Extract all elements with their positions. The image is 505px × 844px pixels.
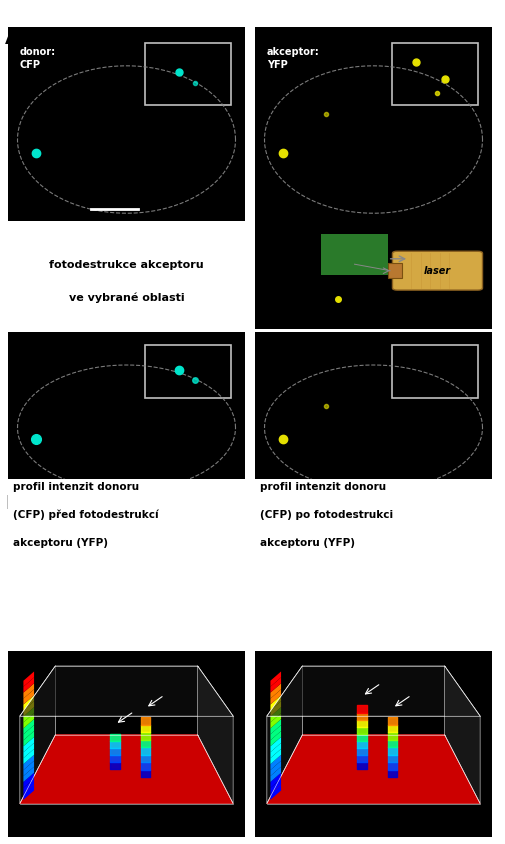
Polygon shape [270, 719, 281, 734]
Text: (CFP) před fotodestrukcí: (CFP) před fotodestrukcí [13, 509, 159, 520]
Bar [392, 346, 478, 398]
Text: profil intenzit donoru: profil intenzit donoru [260, 481, 386, 491]
Bar [388, 264, 402, 279]
Text: profil intenzit donoru: profil intenzit donoru [13, 481, 139, 491]
Polygon shape [270, 731, 281, 746]
Polygon shape [23, 719, 34, 734]
Polygon shape [267, 735, 480, 803]
Polygon shape [23, 743, 34, 758]
Bar [145, 346, 231, 398]
Bar [392, 44, 478, 106]
Text: akceptoru (YFP): akceptoru (YFP) [260, 537, 355, 547]
Polygon shape [270, 725, 281, 740]
Polygon shape [270, 672, 281, 687]
Polygon shape [23, 755, 34, 770]
Polygon shape [444, 666, 480, 803]
Polygon shape [270, 743, 281, 758]
Polygon shape [23, 767, 34, 782]
Polygon shape [23, 707, 34, 722]
Polygon shape [23, 779, 34, 794]
Polygon shape [23, 731, 34, 746]
Text: akceptor:
YFP: akceptor: YFP [267, 47, 320, 70]
Polygon shape [270, 701, 281, 717]
Polygon shape [270, 695, 281, 711]
Polygon shape [270, 690, 281, 705]
Bar [145, 44, 231, 106]
Polygon shape [267, 666, 302, 803]
Text: donor:
CFP: donor: CFP [20, 47, 56, 70]
Polygon shape [270, 678, 281, 693]
Polygon shape [20, 666, 233, 717]
Polygon shape [270, 737, 281, 752]
Text: fotodestrukce akceptoru: fotodestrukce akceptoru [49, 260, 204, 270]
Polygon shape [270, 785, 281, 800]
Polygon shape [23, 684, 34, 699]
Text: B: B [5, 493, 20, 512]
Polygon shape [23, 725, 34, 740]
Polygon shape [23, 773, 34, 788]
Polygon shape [23, 672, 34, 687]
Polygon shape [270, 684, 281, 699]
Polygon shape [20, 666, 56, 803]
Polygon shape [23, 749, 34, 764]
Polygon shape [270, 773, 281, 788]
Polygon shape [270, 755, 281, 770]
Text: akceptoru (YFP): akceptoru (YFP) [13, 537, 108, 547]
Text: A: A [5, 29, 20, 47]
Polygon shape [23, 690, 34, 705]
Polygon shape [267, 666, 480, 717]
Polygon shape [23, 678, 34, 693]
Polygon shape [23, 785, 34, 800]
FancyBboxPatch shape [392, 252, 482, 291]
Polygon shape [23, 737, 34, 752]
Polygon shape [270, 713, 281, 728]
Polygon shape [23, 713, 34, 728]
Polygon shape [270, 707, 281, 722]
Polygon shape [20, 735, 233, 803]
Polygon shape [270, 749, 281, 764]
Polygon shape [270, 779, 281, 794]
Polygon shape [23, 695, 34, 711]
Polygon shape [197, 666, 233, 803]
Text: laser: laser [424, 266, 451, 276]
Polygon shape [270, 760, 281, 776]
Polygon shape [23, 760, 34, 776]
Polygon shape [270, 767, 281, 782]
Text: (CFP) po fotodestrukci: (CFP) po fotodestrukci [260, 509, 393, 519]
Text: ve vybrané oblasti: ve vybrané oblasti [69, 292, 184, 302]
Bar [321, 235, 388, 276]
Polygon shape [23, 701, 34, 717]
